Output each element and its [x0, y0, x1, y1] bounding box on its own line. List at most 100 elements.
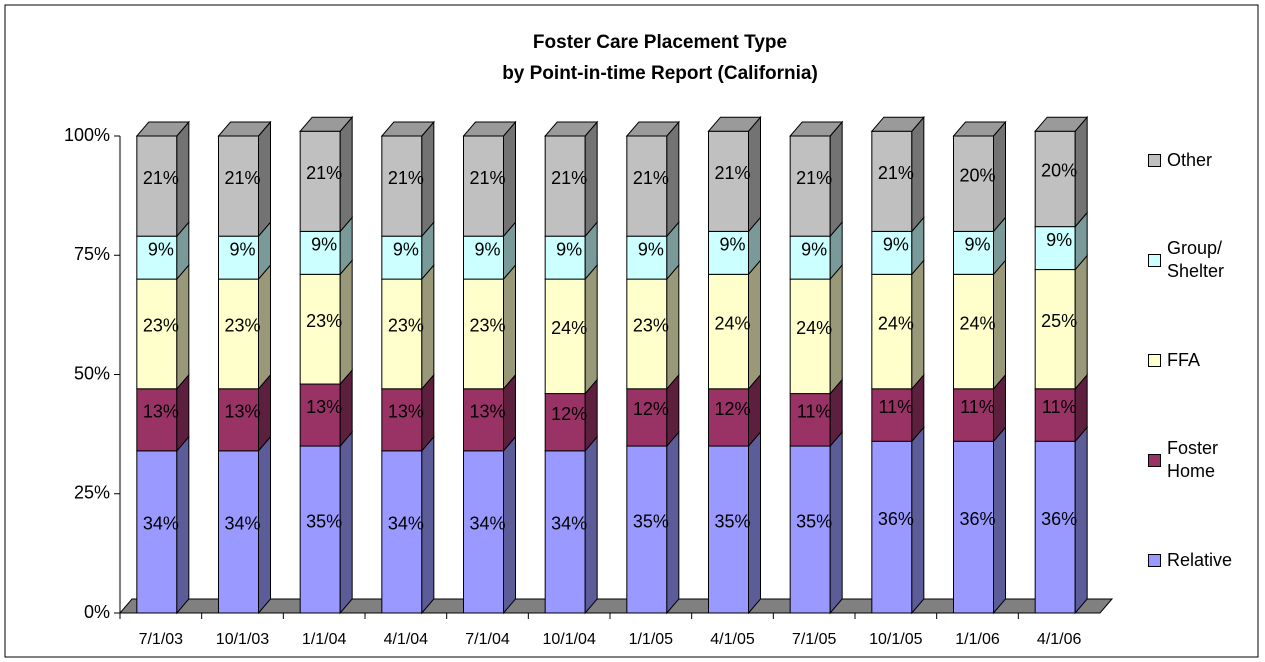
data-label: 23% [306, 311, 342, 331]
x-tick-label: 4/1/06 [1037, 631, 1082, 648]
bar-segment [463, 135, 504, 237]
data-label: 24% [959, 313, 995, 333]
bar-top [1034, 116, 1089, 132]
y-tick-label: 0% [84, 602, 110, 622]
x-tick-label: 10/1/03 [216, 631, 269, 648]
data-label: 13% [306, 397, 342, 417]
data-label: 12% [714, 399, 750, 419]
legend-swatch [1148, 153, 1161, 167]
x-tick-label: 4/1/05 [710, 631, 755, 648]
data-label: 34% [469, 514, 505, 534]
data-label: 35% [306, 511, 342, 531]
bar-segment [789, 278, 831, 395]
data-label: 20% [1041, 161, 1077, 181]
bar-segment [463, 388, 504, 452]
data-label: 24% [551, 318, 587, 338]
data-label: 13% [143, 402, 179, 422]
legend-label: Group/ Shelter [1167, 238, 1225, 281]
data-label: 9% [311, 235, 337, 255]
data-label: 21% [633, 168, 669, 188]
bar-top [462, 121, 517, 137]
bar-segment [789, 393, 831, 447]
data-label: 36% [878, 509, 914, 529]
data-label: 21% [714, 163, 750, 183]
data-label: 23% [388, 316, 424, 336]
data-label: 34% [143, 514, 179, 534]
bar-segment [1034, 130, 1076, 228]
x-tick-label: 7/1/04 [465, 631, 510, 648]
bar-segment [544, 235, 586, 280]
data-label: 36% [959, 509, 995, 529]
data-label: 12% [551, 404, 587, 424]
data-label: 34% [551, 514, 587, 534]
bar-top [952, 121, 1007, 137]
data-label: 23% [143, 316, 179, 336]
data-label: 25% [1041, 311, 1077, 331]
data-label: 35% [633, 511, 669, 531]
legend-label: Foster Home [1167, 438, 1219, 481]
data-label: 21% [469, 168, 505, 188]
x-tick-label: 1/1/06 [955, 631, 1000, 648]
data-label: 23% [224, 316, 260, 336]
bar-segment [953, 273, 994, 390]
bar-segment [299, 273, 341, 385]
legend-item: Other [1148, 149, 1258, 172]
data-label: 9% [883, 235, 909, 255]
y-tick-label: 25% [74, 483, 110, 503]
bar-top [544, 121, 599, 137]
bar-top [870, 116, 925, 132]
chart-title: Foster Care Placement Type [533, 32, 787, 53]
data-label: 9% [638, 239, 664, 259]
bar-segment [463, 235, 504, 280]
data-label: 9% [556, 239, 582, 259]
data-label: 23% [469, 316, 505, 336]
data-label: 20% [959, 165, 995, 185]
legend-item: Group/ Shelter [1148, 237, 1258, 283]
legend-swatch [1148, 553, 1161, 567]
data-label: 21% [551, 168, 587, 188]
bar-top [789, 121, 844, 137]
data-label: 13% [388, 402, 424, 422]
data-label: 21% [306, 163, 342, 183]
bar-segment [544, 450, 586, 614]
bar-segment [708, 273, 749, 390]
bar-segment [953, 388, 994, 442]
data-label: 11% [960, 397, 995, 417]
legend-item: Foster Home [1148, 437, 1258, 483]
data-label: 24% [714, 313, 750, 333]
data-label: 9% [1046, 230, 1072, 250]
data-label: 13% [224, 402, 260, 422]
bar-top [217, 121, 272, 137]
bar-segment [708, 388, 749, 447]
x-tick-label: 1/1/05 [629, 631, 674, 648]
bar-top [625, 121, 680, 137]
data-label: 35% [796, 511, 832, 531]
data-label: 21% [878, 163, 914, 183]
bar-segment [789, 235, 831, 280]
chart-subtitle: by Point-in-time Report (California) [502, 63, 818, 84]
bar-segment [1034, 388, 1076, 442]
data-label: 24% [878, 313, 914, 333]
legend-item: FFA [1148, 349, 1258, 372]
data-label: 9% [229, 239, 255, 259]
x-tick-label: 10/1/05 [869, 631, 922, 648]
data-label: 11% [878, 397, 913, 417]
x-tick-label: 7/1/03 [139, 631, 184, 648]
data-label: 21% [224, 168, 260, 188]
data-label: 9% [393, 239, 419, 259]
legend-label: Other [1167, 149, 1213, 170]
bar-segment [218, 235, 259, 280]
y-tick-label: 75% [74, 244, 110, 264]
bar-top [380, 121, 435, 137]
x-tick-label: 10/1/04 [542, 631, 595, 648]
data-label: 34% [388, 514, 424, 534]
data-label: 21% [143, 168, 179, 188]
data-label: 9% [474, 239, 500, 259]
x-tick-label: 7/1/05 [792, 631, 837, 648]
legend-item: Relative [1148, 549, 1258, 572]
bar-segment [871, 130, 913, 232]
data-label: 11% [1042, 397, 1077, 417]
data-label: 9% [719, 235, 745, 255]
bar-segment [626, 278, 668, 390]
